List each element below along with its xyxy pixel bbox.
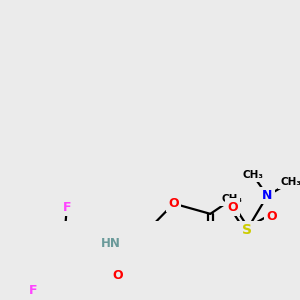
Text: HN: HN [101,237,121,250]
Text: O: O [227,200,238,214]
Text: O: O [168,197,179,210]
Text: CH₃: CH₃ [242,170,263,180]
Text: S: S [242,223,252,237]
Text: F: F [63,200,71,214]
Text: O: O [266,210,277,223]
Text: O: O [113,269,123,282]
Text: F: F [29,284,38,297]
Text: CH₃: CH₃ [222,194,243,204]
Text: CH₃: CH₃ [280,177,300,187]
Text: N: N [262,189,273,202]
